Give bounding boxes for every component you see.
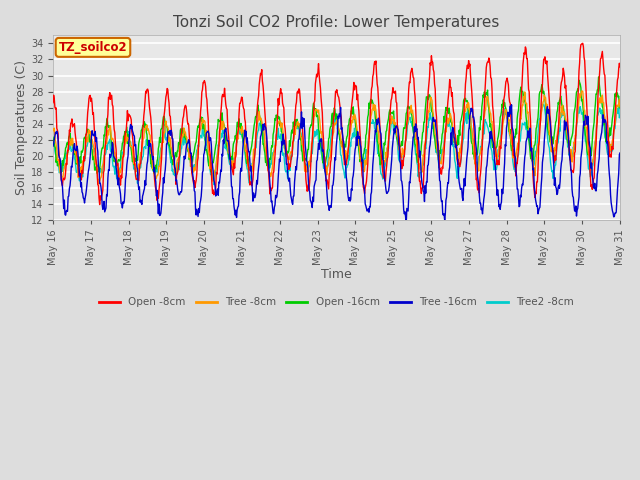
Line: Tree -16cm: Tree -16cm (53, 105, 620, 225)
Tree -16cm (291, 171, 299, 177)
Open -8cm (579, 40, 587, 46)
Tree2 -8cm (538, 101, 546, 107)
Tree -16cm (196, 198, 204, 204)
Tree -8cm (453, 156, 461, 162)
Tree2 -8cm (111, 171, 118, 177)
Open -8cm (453, 158, 461, 164)
Open -16cm (453, 143, 461, 148)
Tree -8cm (579, 88, 586, 94)
Open -8cm (292, 103, 300, 108)
Tree -8cm (292, 123, 300, 129)
Tree -8cm (49, 126, 57, 132)
Text: TZ_soilco2: TZ_soilco2 (59, 41, 127, 54)
Open -16cm (197, 114, 205, 120)
Line: Tree2 -8cm: Tree2 -8cm (53, 104, 620, 185)
Tree -8cm (616, 104, 624, 110)
Line: Open -16cm: Open -16cm (53, 77, 620, 174)
Open -16cm (150, 171, 158, 177)
Open -16cm (49, 134, 57, 140)
Open -8cm (197, 102, 205, 108)
Tree -16cm (508, 102, 515, 108)
Tree2 -8cm (210, 182, 218, 188)
Title: Tonzi Soil CO2 Profile: Lower Temperatures: Tonzi Soil CO2 Profile: Lower Temperatur… (173, 15, 500, 30)
Open -16cm (595, 74, 602, 80)
Open -8cm (540, 67, 547, 72)
Tree -16cm (616, 150, 624, 156)
Tree2 -8cm (49, 142, 57, 147)
Tree -8cm (477, 151, 484, 156)
Tree -16cm (453, 152, 461, 157)
Legend: Open -8cm, Tree -8cm, Open -16cm, Tree -16cm, Tree2 -8cm: Open -8cm, Tree -8cm, Open -16cm, Tree -… (95, 293, 579, 312)
Tree -8cm (197, 123, 205, 129)
Open -8cm (616, 64, 624, 70)
Open -16cm (111, 156, 118, 162)
X-axis label: Time: Time (321, 268, 352, 281)
Y-axis label: Soil Temperatures (C): Soil Temperatures (C) (15, 60, 28, 195)
Tree2 -8cm (196, 132, 204, 138)
Tree -8cm (95, 181, 103, 187)
Tree -16cm (111, 156, 118, 162)
Tree2 -8cm (540, 102, 548, 108)
Open -16cm (292, 125, 300, 131)
Open -8cm (49, 100, 57, 106)
Open -16cm (477, 114, 484, 120)
Line: Open -8cm: Open -8cm (53, 43, 620, 204)
Line: Tree -8cm: Tree -8cm (53, 91, 620, 184)
Tree -8cm (540, 99, 547, 105)
Open -8cm (477, 169, 484, 175)
Tree -8cm (111, 159, 119, 165)
Tree2 -8cm (477, 144, 484, 149)
Tree -16cm (477, 201, 484, 206)
Open -8cm (111, 141, 119, 147)
Tree2 -8cm (453, 176, 461, 181)
Tree -16cm (49, 144, 57, 149)
Open -16cm (540, 90, 547, 96)
Tree2 -8cm (616, 113, 624, 119)
Open -16cm (616, 99, 624, 105)
Tree -16cm (403, 222, 410, 228)
Tree -16cm (540, 149, 548, 155)
Tree2 -8cm (292, 123, 300, 129)
Open -8cm (96, 202, 104, 207)
